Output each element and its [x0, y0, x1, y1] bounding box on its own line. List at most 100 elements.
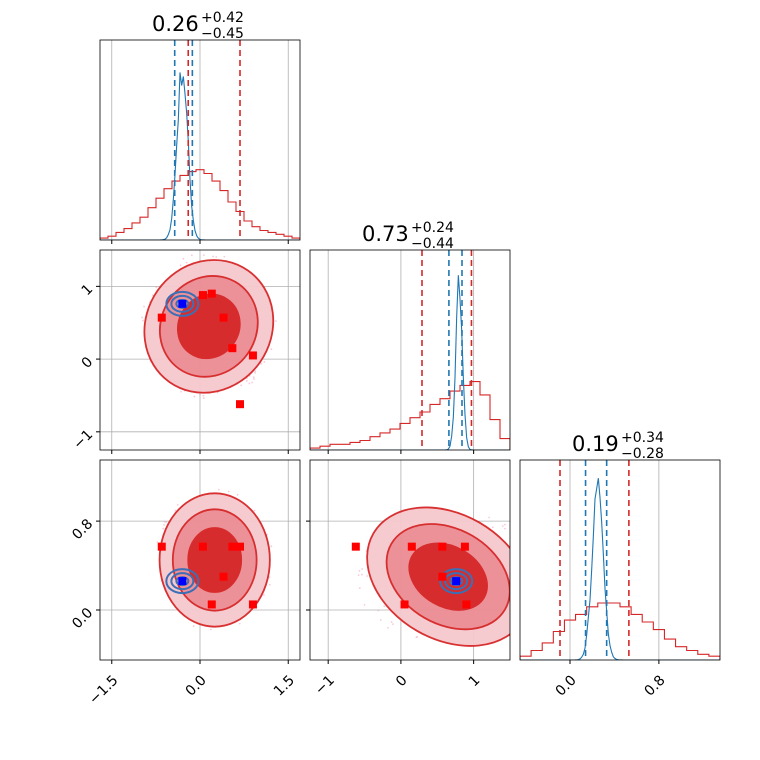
sample-point: [379, 619, 382, 621]
marker-red: [219, 313, 228, 322]
panel-frame: [309, 249, 511, 451]
contour-blue-2: [170, 294, 195, 313]
sample-point: [215, 256, 218, 258]
sample-point: [209, 628, 212, 631]
sample-point: [253, 509, 256, 512]
sample-point: [217, 488, 220, 491]
marker-red: [219, 572, 228, 581]
sample-point: [512, 537, 514, 539]
panel-frame: [309, 459, 511, 661]
sample-point: [533, 566, 535, 568]
sample-point: [526, 557, 528, 559]
sample-point: [361, 568, 364, 570]
marker-red: [248, 600, 257, 609]
panel-3-3: [519, 459, 721, 664]
sample-point: [212, 255, 214, 258]
tick-label-y: 0.0: [69, 605, 96, 632]
sample-point: [176, 503, 179, 506]
sample-point: [524, 559, 526, 561]
title-param-1-plus: +0.42: [201, 10, 244, 26]
title-param-3-minus: −0.28: [621, 446, 664, 462]
tick-label-x: 0.0: [183, 672, 210, 699]
sample-point: [515, 540, 517, 542]
marker-red: [236, 542, 244, 551]
sample-point: [193, 395, 196, 398]
tick-label-x: −1: [312, 672, 338, 698]
tick-label-x: 0: [393, 672, 411, 690]
sample-point: [503, 523, 506, 526]
sample-point: [223, 255, 226, 258]
sample-point: [515, 616, 517, 618]
sample-point: [488, 516, 491, 519]
svg-text:0.26: 0.26: [152, 12, 199, 36]
sample-point: [491, 526, 494, 529]
sample-point: [523, 584, 525, 586]
sample-point: [203, 254, 205, 257]
tick-label-y: 0: [79, 354, 97, 372]
sample-point: [142, 319, 144, 322]
contour-red-3: [176, 293, 241, 360]
sample-point: [518, 552, 520, 554]
sample-point: [521, 614, 523, 616]
marker-red: [438, 572, 447, 581]
tick-label-x: 1.5: [271, 672, 298, 699]
sample-point: [360, 573, 363, 576]
marker-red: [157, 542, 166, 551]
sample-point: [532, 584, 534, 586]
title-param-2-minus: −0.44: [411, 236, 454, 252]
sample-point: [387, 626, 389, 629]
marker-red: [228, 344, 237, 353]
tick-label-x: 0.8: [642, 672, 669, 699]
sample-point: [236, 493, 239, 496]
marker-blue: [452, 577, 461, 586]
sample-point: [260, 362, 263, 365]
sample-point: [539, 573, 541, 575]
sample-point: [512, 552, 514, 554]
sample-point: [143, 305, 145, 308]
hist-red: [100, 169, 300, 240]
contour-blue-1: [165, 290, 200, 317]
title-param-2: 0.73 +0.24 −0.44: [362, 220, 454, 252]
marker-red: [198, 542, 207, 551]
sample-point: [511, 541, 513, 543]
sample-point: [366, 575, 369, 577]
tick-label-x: −1.5: [86, 672, 121, 707]
sample-point: [529, 570, 531, 572]
sample-point: [416, 635, 419, 638]
tick-label-x: 1: [466, 672, 484, 690]
sample-point: [202, 394, 205, 397]
marker-red: [351, 542, 360, 551]
sample-point: [262, 594, 265, 596]
sample-point: [162, 527, 165, 530]
contour-red-3: [187, 527, 243, 593]
marker-red: [236, 400, 244, 409]
sample-point: [227, 490, 230, 493]
sample-point: [377, 609, 380, 612]
marker-red: [407, 542, 416, 551]
tick-label-y: 0.8: [69, 516, 96, 543]
hist-blue: [520, 478, 720, 660]
sample-point: [511, 607, 513, 609]
contour-blue-2: [170, 572, 195, 591]
panel-frame: [519, 459, 721, 661]
hist-red: [520, 602, 720, 660]
panel-3-2: [306, 459, 541, 664]
sample-point: [539, 587, 541, 589]
sample-point: [536, 592, 538, 594]
marker-red: [438, 542, 447, 551]
sample-point: [513, 576, 515, 578]
title-param-2-plus: +0.24: [411, 220, 454, 236]
sample-point: [522, 545, 524, 547]
contour-blue-2: [444, 572, 469, 591]
sample-point: [202, 397, 205, 400]
sample-point: [268, 583, 271, 586]
sample-point: [525, 544, 527, 546]
sample-point: [512, 567, 514, 569]
sample-point: [383, 605, 386, 608]
sample-point: [515, 612, 517, 614]
sample-point: [165, 521, 168, 523]
svg-text:0.73: 0.73: [362, 222, 409, 246]
panel-3-1: [96, 459, 301, 664]
sample-point: [163, 520, 166, 523]
